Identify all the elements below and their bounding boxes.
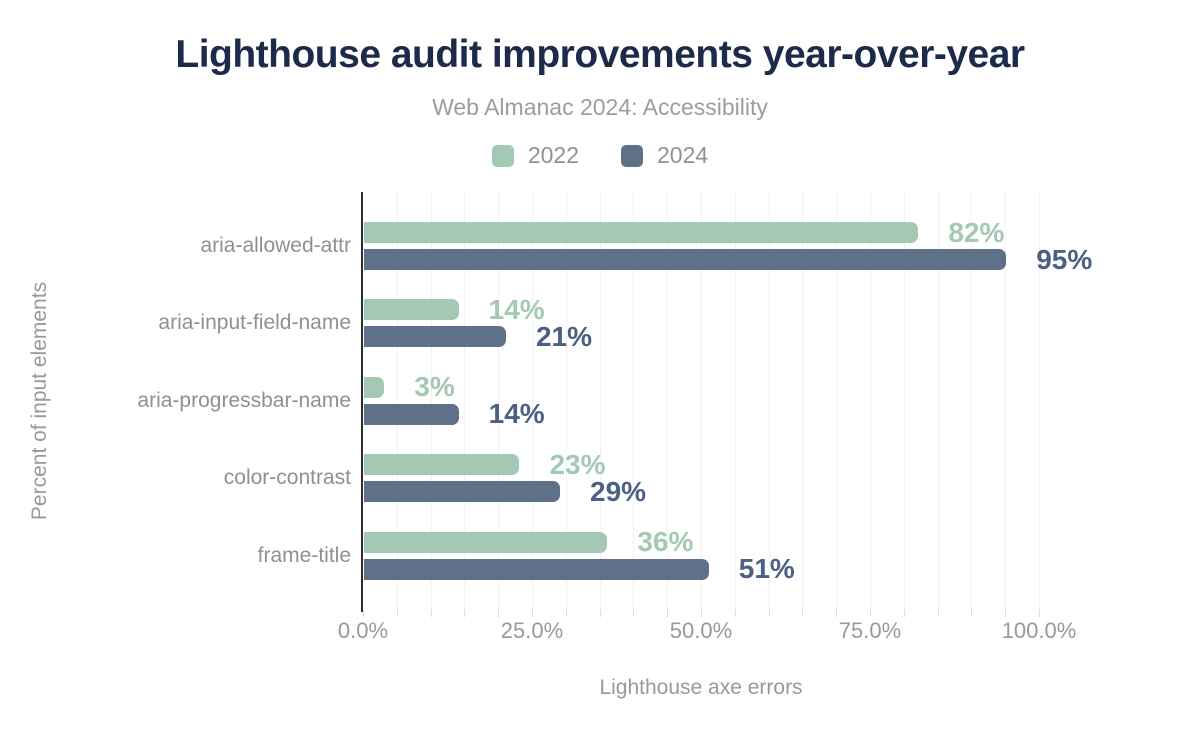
x-tick-mark bbox=[599, 610, 601, 617]
x-tick-mark bbox=[464, 610, 466, 617]
x-tick-mark bbox=[937, 610, 939, 617]
x-tick-mark bbox=[667, 610, 669, 617]
legend-swatch-2022 bbox=[491, 144, 514, 167]
category-label: aria-input-field-name bbox=[158, 311, 351, 335]
x-tick-mark bbox=[768, 610, 770, 617]
bar-2024-frame-title[interactable] bbox=[364, 558, 709, 580]
gridline bbox=[701, 192, 702, 610]
legend-label: 2022 bbox=[527, 142, 579, 168]
x-tick-mark bbox=[802, 610, 804, 617]
x-tick-mark bbox=[498, 610, 500, 617]
gridline bbox=[937, 192, 939, 610]
gridline bbox=[667, 192, 669, 610]
category-label: aria-progressbar-name bbox=[137, 388, 351, 412]
bar-2024-aria-allowed-attr[interactable] bbox=[364, 249, 1007, 270]
gridline bbox=[734, 192, 736, 610]
chart-title: Lighthouse audit improvements year-over-… bbox=[175, 33, 1025, 76]
x-tick-mark bbox=[870, 610, 871, 617]
x-tick-mark bbox=[532, 610, 533, 617]
gridline bbox=[1039, 192, 1040, 610]
x-tick-mark bbox=[396, 610, 398, 617]
gridline bbox=[903, 192, 905, 610]
bar-2024-color-contrast[interactable] bbox=[364, 481, 561, 503]
gridline bbox=[532, 192, 533, 610]
value-label-2022: 23% bbox=[549, 448, 606, 480]
gridline bbox=[870, 192, 871, 610]
chart-subtitle: Web Almanac 2024: Accessibility bbox=[432, 94, 768, 120]
gridline bbox=[768, 192, 770, 610]
legend-label: 2024 bbox=[657, 142, 709, 168]
gridline bbox=[396, 192, 398, 610]
x-tick-label: 25.0% bbox=[500, 618, 564, 643]
legend-item-2022[interactable]: 2022 bbox=[491, 142, 579, 169]
gridline bbox=[464, 192, 466, 610]
x-tick-mark bbox=[836, 610, 838, 617]
chart-legend: 2022 2024 bbox=[0, 142, 1200, 169]
x-tick-mark bbox=[734, 610, 736, 617]
bar-2022-frame-title[interactable] bbox=[364, 531, 608, 553]
x-tick-mark bbox=[971, 610, 973, 617]
x-tick-label: 50.0% bbox=[669, 618, 733, 643]
bar-2024-aria-progressbar-name[interactable] bbox=[364, 403, 459, 425]
value-label-2022: 36% bbox=[637, 526, 694, 558]
x-tick-label: 0.0% bbox=[337, 618, 389, 643]
gridline bbox=[802, 192, 804, 610]
category-label: aria-allowed-attr bbox=[200, 234, 351, 257]
gridline bbox=[565, 192, 567, 610]
value-label-2022: 82% bbox=[948, 216, 1005, 248]
value-label-2024: 95% bbox=[1036, 243, 1093, 275]
y-axis-line bbox=[361, 192, 363, 612]
value-label-2024: 51% bbox=[738, 553, 795, 585]
bar-2022-aria-input-field-name[interactable] bbox=[364, 299, 459, 321]
value-label-2022: 3% bbox=[414, 371, 455, 403]
bar-2022-aria-progressbar-name[interactable] bbox=[364, 376, 385, 398]
x-tick-mark bbox=[903, 610, 905, 617]
bar-2022-aria-allowed-attr[interactable] bbox=[364, 222, 919, 243]
bar-2024-aria-input-field-name[interactable] bbox=[364, 326, 506, 348]
x-tick-mark bbox=[1039, 610, 1040, 617]
gridline bbox=[498, 192, 500, 610]
category-label: color-contrast bbox=[223, 466, 351, 490]
x-tick-mark bbox=[430, 610, 432, 617]
x-tick-mark bbox=[363, 610, 364, 617]
y-axis-title: Percent of input elements bbox=[28, 281, 51, 521]
x-tick-mark bbox=[701, 610, 702, 617]
gridline bbox=[971, 192, 973, 610]
x-tick-label: 100.0% bbox=[1001, 618, 1077, 643]
gridline bbox=[836, 192, 838, 610]
bar-2022-color-contrast[interactable] bbox=[364, 454, 520, 476]
x-axis-title: Lighthouse axe errors bbox=[599, 676, 803, 699]
value-label-2024: 14% bbox=[488, 398, 545, 430]
value-label-2024: 21% bbox=[535, 320, 592, 352]
value-label-2024: 29% bbox=[590, 475, 647, 507]
gridline bbox=[633, 192, 635, 610]
x-tick-mark bbox=[633, 610, 635, 617]
gridline bbox=[599, 192, 601, 610]
x-tick-mark bbox=[565, 610, 567, 617]
value-label-2022: 14% bbox=[488, 293, 545, 325]
legend-item-2024[interactable]: 2024 bbox=[621, 142, 708, 169]
category-label: frame-title bbox=[257, 543, 351, 567]
x-tick-mark bbox=[1005, 610, 1007, 617]
legend-swatch-2024 bbox=[621, 144, 643, 167]
gridline bbox=[430, 192, 432, 610]
x-tick-label: 75.0% bbox=[838, 618, 902, 643]
gridline bbox=[1005, 192, 1007, 610]
